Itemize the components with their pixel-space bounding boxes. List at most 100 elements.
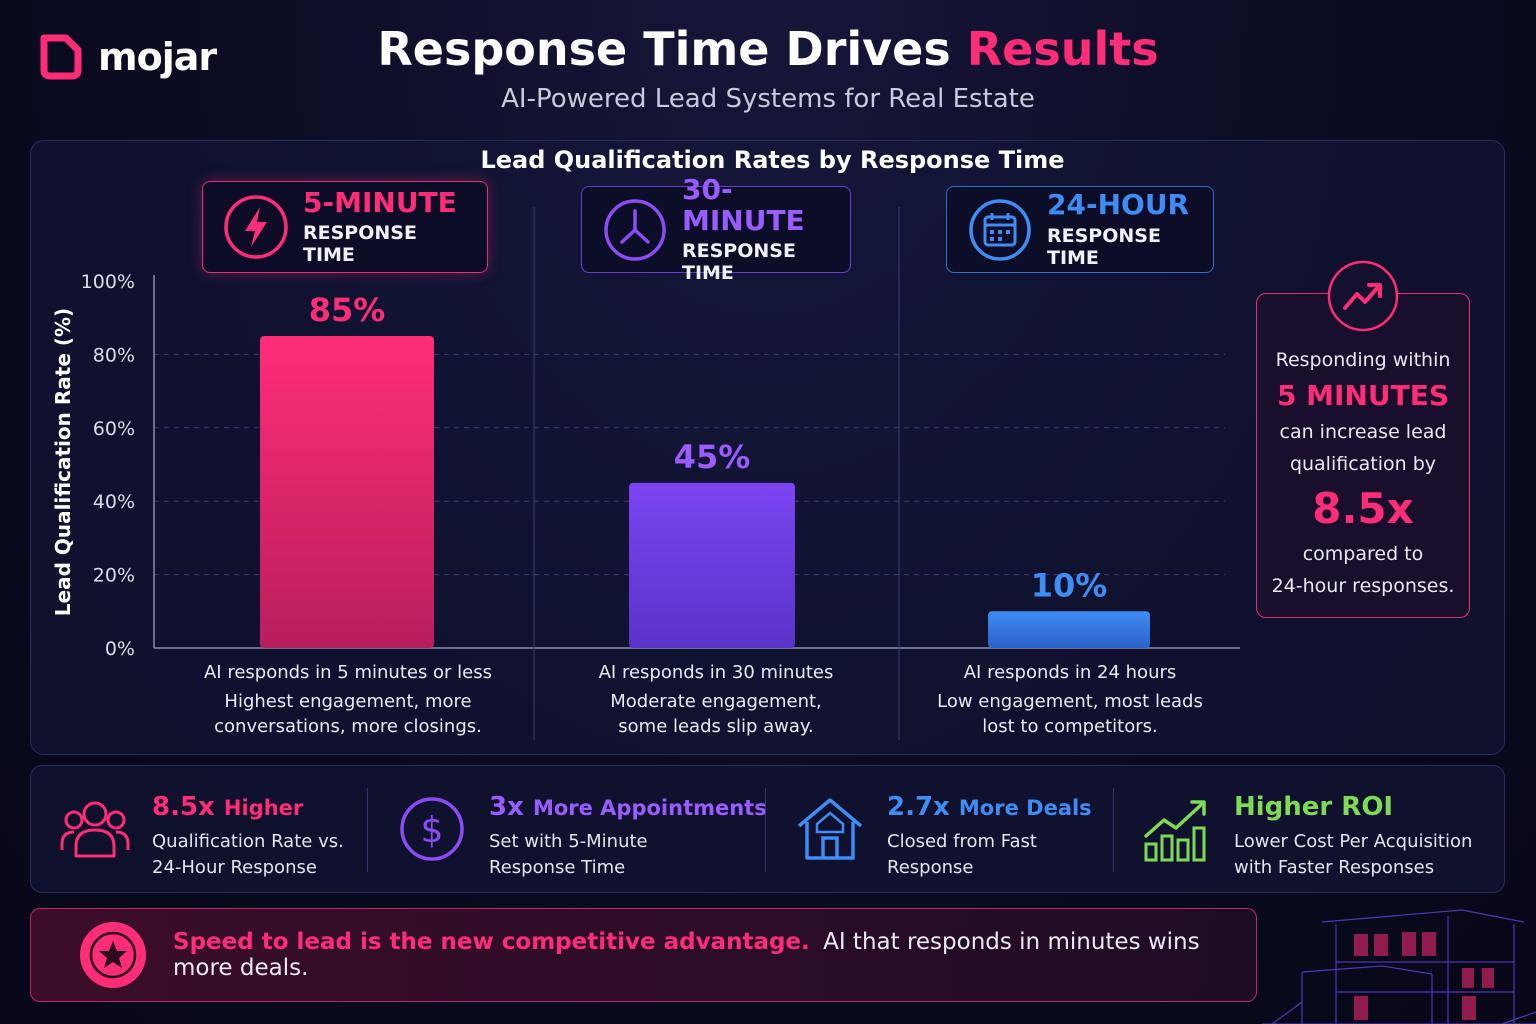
caption-line: conversations, more closings. — [214, 716, 482, 737]
chart-title: Lead Qualification Rates by Response Tim… — [480, 146, 1065, 174]
caption-line: Moderate engagement, — [610, 691, 822, 712]
stat-divider — [1113, 788, 1114, 872]
stat-desc-line: Closed from Fast — [887, 831, 1037, 852]
caption-24-hour: AI responds in 24 hours Low engagement, … — [910, 660, 1230, 739]
stat-headline: 2.7x More Deals — [887, 790, 1092, 825]
stat-value: Higher ROI — [1234, 792, 1394, 822]
callout-line: Responding within — [1275, 349, 1451, 371]
caption-line: AI responds in 5 minutes or less — [203, 662, 493, 683]
calendar-icon — [969, 198, 1031, 261]
caption-line: Low engagement, most leads — [937, 691, 1203, 712]
banner-strong: Speed to lead is the new competitive adv… — [173, 929, 810, 955]
stat-desc-line: Response — [887, 857, 974, 878]
stat-desc-line: Lower Cost Per Acquisition — [1234, 831, 1473, 852]
category-header-30-minute: 30-MINUTE RESPONSE TIME — [581, 174, 851, 284]
caption-line: AI responds in 30 minutes — [598, 662, 834, 683]
y-tick-label: 60% — [93, 418, 135, 440]
page-title: Response Time Drives Results — [0, 22, 1536, 76]
category-sub: RESPONSE TIME — [682, 240, 796, 285]
callout-multiplier: 8.5x — [1312, 484, 1414, 533]
dollar-icon: $ — [400, 797, 464, 861]
gridlines — [154, 353, 1225, 576]
stat-qualification: 8.5x Higher Qualification Rate vs. 24-Ho… — [58, 790, 344, 881]
stat-roi: Higher ROI Lower Cost Per Acquisition wi… — [1140, 790, 1472, 881]
bar-value-label: 10% — [1031, 566, 1108, 604]
y-tick-label: 20% — [93, 565, 135, 587]
stat-deals: 2.7x More Deals Closed from Fast Respons… — [793, 790, 1092, 881]
category-header-24-hour: 24-HOUR RESPONSE TIME — [946, 186, 1214, 273]
callout-line: can increase lead — [1279, 421, 1447, 443]
star-icon — [80, 922, 146, 988]
caption-5-minute: AI responds in 5 minutes or less Highest… — [173, 660, 523, 739]
stat-divider — [765, 788, 766, 872]
stat-desc-line: Response Time — [489, 857, 626, 878]
y-tick-label: 40% — [93, 491, 135, 513]
bar — [988, 611, 1150, 648]
stat-value: 3x — [489, 792, 524, 822]
stat-desc-line: with Faster Responses — [1234, 857, 1435, 878]
bar — [629, 482, 795, 648]
callout-line: qualification by — [1289, 453, 1437, 475]
stat-headline: 3x More Appointments — [489, 790, 767, 825]
clock-icon — [604, 198, 666, 261]
bar-value-label: 85% — [309, 291, 386, 329]
category-head: 24-HOUR — [1047, 188, 1190, 222]
stat-desc-line: Qualification Rate vs. — [152, 831, 344, 852]
category-head: 5-MINUTE — [303, 185, 457, 219]
caption-30-minute: AI responds in 30 minutes Moderate engag… — [546, 660, 886, 739]
caption-line: lost to competitors. — [982, 716, 1158, 737]
banner-message: Speed to lead is the new competitive adv… — [173, 929, 1256, 981]
svg-text:$: $ — [421, 810, 444, 851]
caption-line: Highest engagement, more — [224, 691, 472, 712]
bar-value-label: 45% — [674, 438, 751, 476]
value-labels: 85% 45% 10% — [309, 291, 1108, 604]
trend-up-icon — [1327, 260, 1399, 332]
takeaway-banner: Speed to lead is the new competitive adv… — [30, 908, 1257, 1002]
building-illustration — [1262, 909, 1536, 1024]
y-tick-labels: 0% 20% 40% 60% 80% 100% — [81, 271, 135, 660]
y-tick-label: 0% — [105, 638, 135, 660]
title-main: Response Time Drives — [377, 22, 951, 76]
stat-label: More Appointments — [532, 796, 767, 820]
brand-name: mojar — [98, 35, 217, 79]
people-icon — [60, 801, 130, 858]
category-sub: RESPONSE TIME — [1047, 224, 1161, 269]
brand-logo: mojar — [36, 32, 217, 82]
page-subtitle: AI-Powered Lead Systems for Real Estate — [501, 84, 1035, 114]
caption-line: some leads slip away. — [618, 716, 814, 737]
callout-line: 24-hour responses. — [1271, 575, 1455, 597]
lightning-icon — [224, 195, 288, 259]
insight-callout: Responding within 5 MINUTES can increase… — [1256, 293, 1470, 618]
callout-line: compared to — [1302, 543, 1424, 565]
category-sub: RESPONSE TIME — [303, 222, 417, 267]
growth-chart-icon — [1144, 800, 1206, 862]
y-axis-label: Lead Qualification Rate (%) — [51, 308, 75, 616]
house-icon — [797, 798, 863, 860]
stat-desc-line: Set with 5-Minute — [489, 831, 648, 852]
callout-emphasis: 5 MINUTES — [1276, 379, 1450, 412]
category-head: 30-MINUTE — [682, 172, 805, 237]
stat-value: 2.7x — [887, 792, 950, 822]
mojar-logo-icon — [40, 34, 82, 80]
stat-desc: Set with 5-Minute Response Time — [489, 829, 767, 881]
stat-desc: Lower Cost Per Acquisition with Faster R… — [1234, 829, 1472, 881]
stat-label: Higher — [223, 796, 304, 820]
stats-strip — [30, 765, 1505, 893]
stat-desc: Qualification Rate vs. 24-Hour Response — [152, 829, 344, 881]
category-header-5-minute: 5-MINUTE RESPONSE TIME — [202, 181, 488, 273]
banner-rest: AI that responds in minutes wins more de… — [173, 929, 1200, 981]
stat-desc: Closed from Fast Response — [887, 829, 1092, 881]
stat-headline: 8.5x Higher — [152, 790, 344, 825]
stat-desc-line: 24-Hour Response — [152, 857, 317, 878]
stat-divider — [367, 788, 368, 872]
stat-label: More Deals — [958, 796, 1092, 820]
stat-appointments: $ 3x More Appointments Set with 5-Minute… — [395, 790, 767, 881]
bars — [260, 336, 1150, 648]
caption-line: AI responds in 24 hours — [963, 662, 1177, 683]
y-tick-label: 100% — [81, 271, 135, 293]
stat-headline: Higher ROI — [1234, 790, 1472, 825]
y-tick-label: 80% — [93, 344, 135, 366]
title-accent: Results — [966, 22, 1159, 76]
stat-value: 8.5x — [152, 792, 215, 822]
